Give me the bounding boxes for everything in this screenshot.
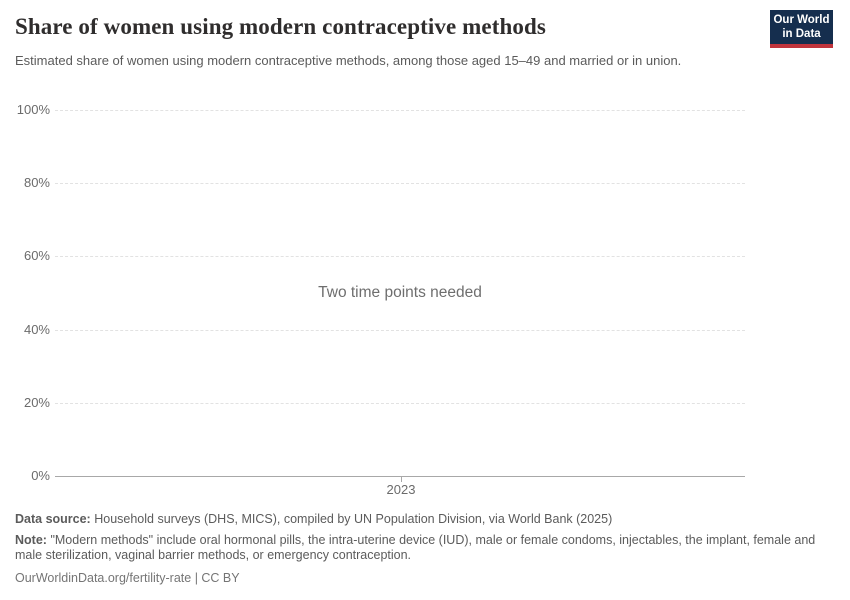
x-axis-tick-mark	[401, 477, 402, 482]
gridline-100	[55, 110, 745, 111]
gridline-40	[55, 330, 745, 331]
owid-logo-line1: Our World	[773, 14, 830, 26]
empty-state-message: Two time points needed	[318, 284, 482, 301]
y-axis-tick-20: 20%	[23, 395, 50, 410]
y-axis-tick-80: 80%	[23, 175, 50, 190]
owid-logo[interactable]: Our World in Data	[770, 10, 833, 48]
data-source-text: Household surveys (DHS, MICS), compiled …	[94, 512, 613, 526]
chart-subtitle: Estimated share of women using modern co…	[15, 53, 682, 68]
citation-link[interactable]: OurWorldinData.org/fertility-rate | CC B…	[15, 570, 240, 585]
x-axis-line	[55, 476, 745, 477]
note-label: Note:	[15, 532, 47, 547]
y-axis-tick-40: 40%	[23, 322, 50, 337]
note-text: "Modern methods" include oral hormonal p…	[15, 532, 816, 563]
page-title: Share of women using modern contraceptiv…	[15, 14, 546, 39]
gridline-20	[55, 403, 745, 404]
owid-logo-line2: in Data	[782, 27, 821, 40]
y-axis-tick-60: 60%	[23, 248, 50, 263]
y-axis-tick-0: 0%	[31, 468, 50, 483]
gridline-80	[55, 183, 745, 184]
data-source-line: Data source: Household surveys (DHS, MIC…	[15, 512, 837, 528]
gridline-60	[55, 256, 745, 257]
note-line: Note: "Modern methods" include oral horm…	[15, 533, 837, 564]
chart-footer: Data source: Household surveys (DHS, MIC…	[15, 512, 837, 591]
x-axis-tick-2023: 2023	[386, 482, 416, 497]
data-source-label: Data source:	[15, 512, 91, 526]
y-axis-tick-100: 100%	[16, 102, 50, 117]
